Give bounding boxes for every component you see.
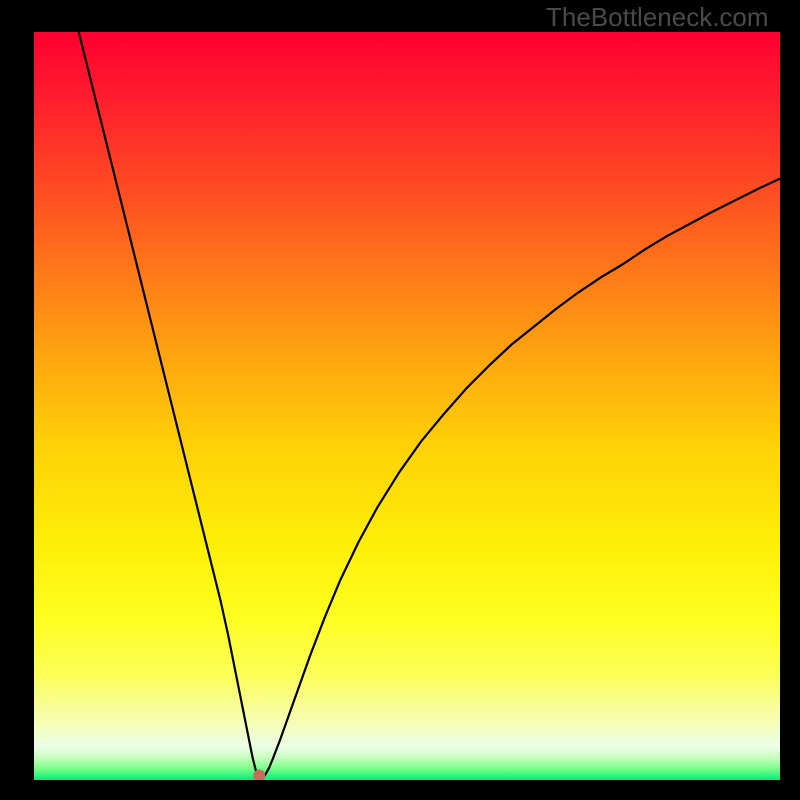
chart-container: TheBottleneck.com bbox=[0, 0, 800, 800]
watermark-text: TheBottleneck.com bbox=[546, 2, 769, 33]
plot-area bbox=[34, 32, 780, 780]
plot-svg bbox=[34, 32, 780, 780]
gradient-background bbox=[34, 32, 780, 780]
